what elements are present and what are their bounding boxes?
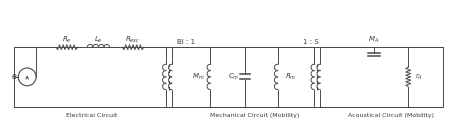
Text: $R_{exc}$: $R_{exc}$	[126, 35, 141, 45]
Text: Mechanical Circuit (Mobility): Mechanical Circuit (Mobility)	[210, 113, 300, 118]
Text: $M_A$: $M_A$	[368, 35, 379, 45]
Text: 1 : S: 1 : S	[303, 39, 319, 45]
Text: $L_e$: $L_e$	[94, 35, 103, 45]
Text: $M_m$: $M_m$	[192, 72, 204, 82]
Text: Electrical Circuit: Electrical Circuit	[66, 113, 117, 118]
Text: $R_m$: $R_m$	[284, 72, 296, 82]
Text: e: e	[11, 72, 16, 81]
Text: Bl : 1: Bl : 1	[177, 39, 195, 45]
Text: $R_e$: $R_e$	[62, 35, 72, 45]
Text: $r_A$: $r_A$	[415, 72, 423, 82]
Text: Acoustical Circuit (Mobility): Acoustical Circuit (Mobility)	[348, 113, 434, 118]
Text: $C_m$: $C_m$	[228, 72, 239, 82]
